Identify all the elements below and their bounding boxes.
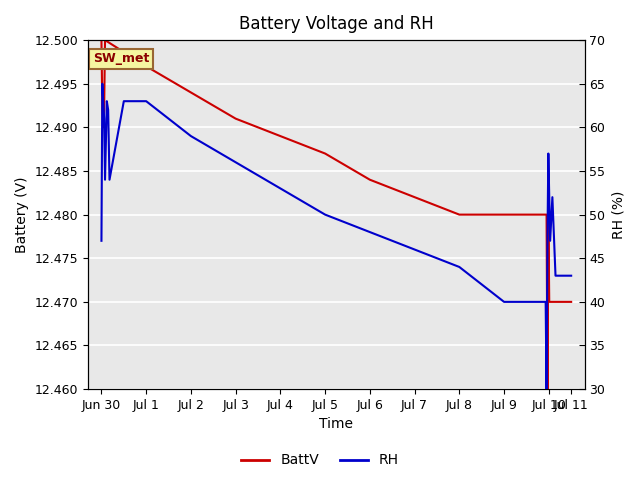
RH (543, 238, 551, 244)
RH (321, 212, 329, 217)
BattV (232, 116, 239, 121)
RH (232, 159, 239, 165)
RH (542, 299, 550, 305)
Text: SW_met: SW_met (93, 52, 149, 65)
RH (411, 247, 419, 252)
BattV (101, 37, 109, 43)
BattV (142, 63, 150, 69)
Y-axis label: Battery (V): Battery (V) (15, 176, 29, 253)
BattV (100, 107, 108, 113)
RH (99, 98, 107, 104)
RH (567, 273, 575, 278)
X-axis label: Time: Time (319, 418, 353, 432)
Y-axis label: RH (%): RH (%) (611, 191, 625, 239)
BattV (321, 151, 329, 156)
Line: RH: RH (102, 84, 571, 389)
BattV (187, 90, 195, 96)
RH (103, 98, 111, 104)
BattV (99, 107, 106, 113)
RH (104, 107, 112, 113)
RH (366, 229, 374, 235)
BattV (543, 212, 550, 217)
BattV (411, 194, 419, 200)
Title: Battery Voltage and RH: Battery Voltage and RH (239, 15, 434, 33)
BattV (456, 212, 463, 217)
RH (142, 98, 150, 104)
RH (98, 238, 106, 244)
BattV (543, 386, 551, 392)
RH (545, 194, 553, 200)
BattV (276, 133, 284, 139)
Legend: BattV, RH: BattV, RH (236, 448, 404, 473)
RH (187, 133, 195, 139)
RH (106, 177, 113, 182)
RH (99, 81, 106, 86)
BattV (545, 212, 552, 217)
BattV (99, 124, 107, 130)
RH (120, 98, 127, 104)
RH (100, 116, 108, 121)
RH (500, 299, 508, 305)
RH (548, 194, 556, 200)
RH (456, 264, 463, 270)
RH (543, 386, 550, 392)
BattV (98, 37, 106, 43)
BattV (500, 212, 508, 217)
BattV (545, 299, 553, 305)
BattV (567, 299, 575, 305)
BattV (366, 177, 374, 182)
RH (552, 273, 559, 278)
RH (101, 177, 109, 182)
RH (276, 186, 284, 192)
RH (547, 238, 554, 244)
RH (545, 151, 552, 156)
Line: BattV: BattV (102, 40, 571, 389)
